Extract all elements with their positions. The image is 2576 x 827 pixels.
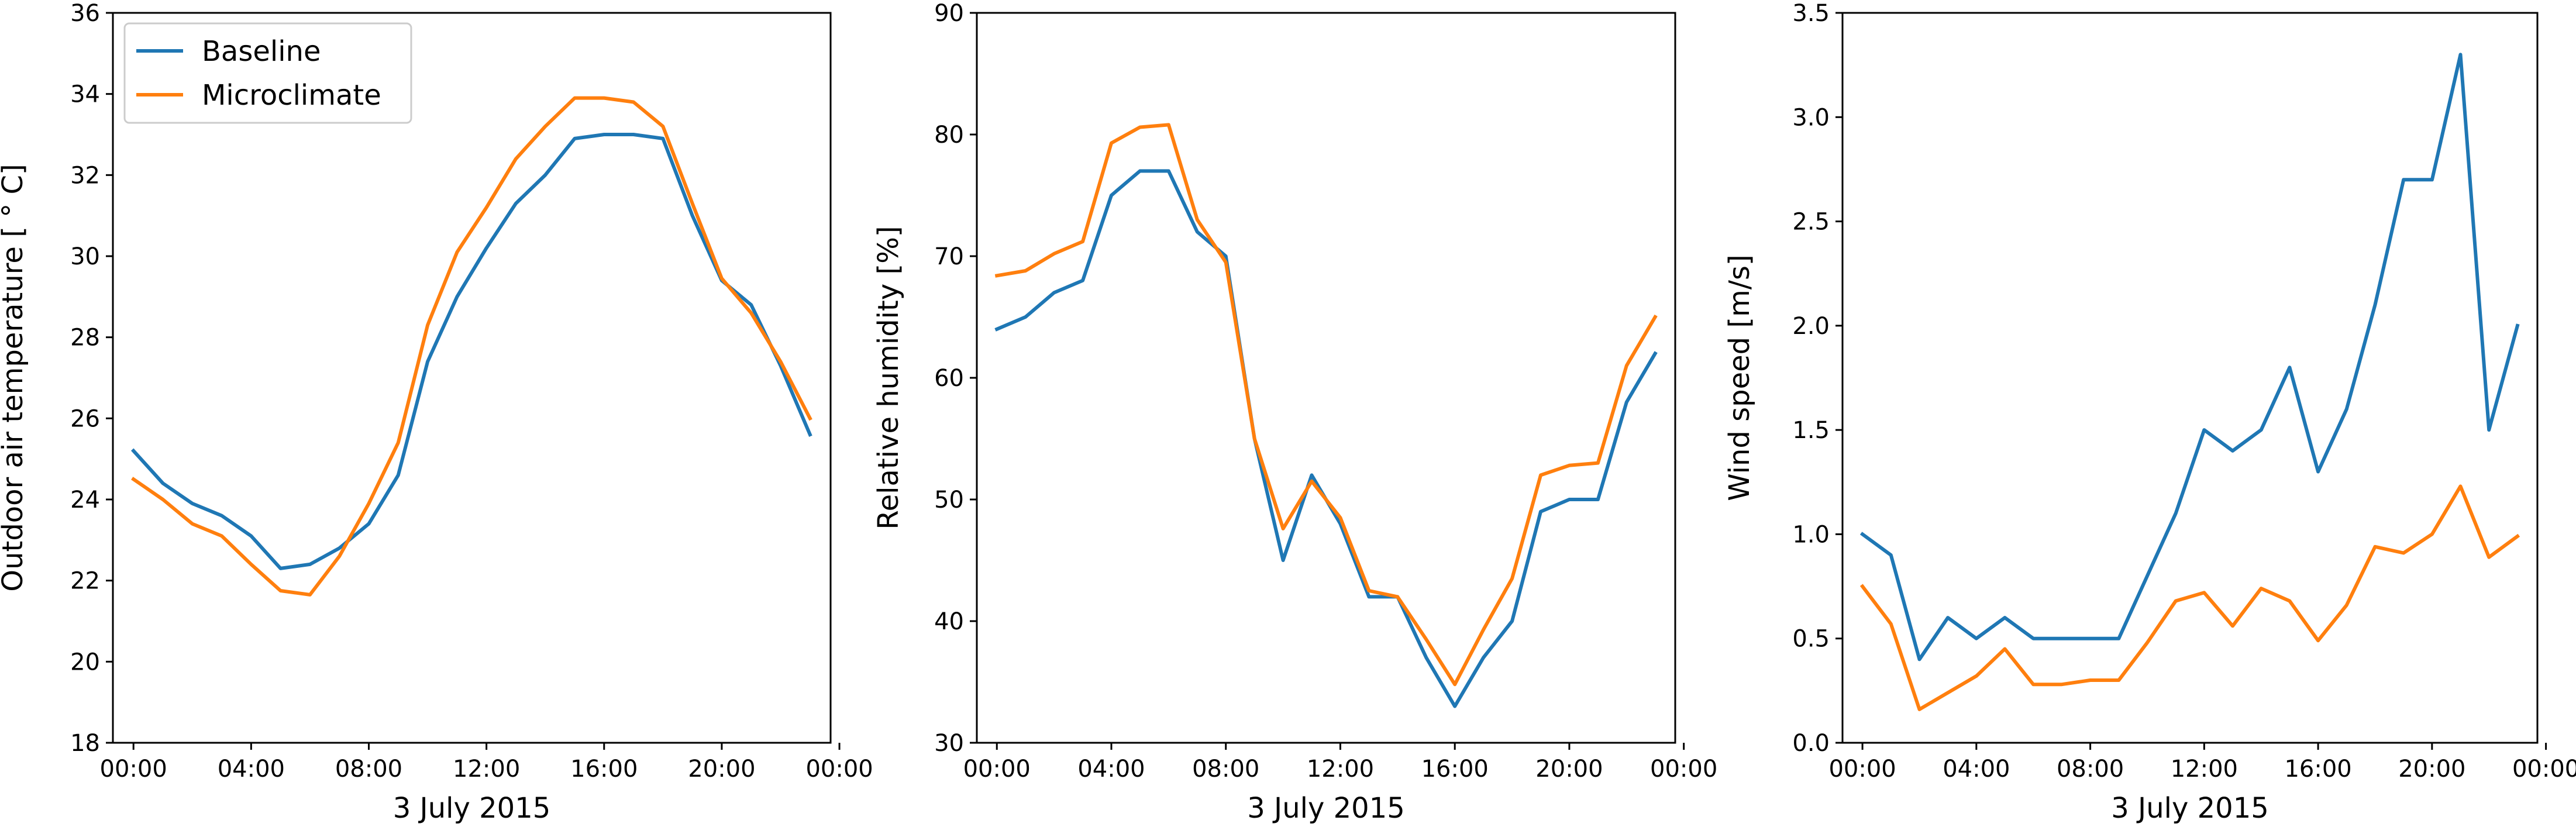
y-tick-label-temperature-6: 30 xyxy=(70,243,100,270)
legend-box xyxy=(123,22,412,124)
y-tick-label-humidity-0: 30 xyxy=(934,730,964,757)
y-tick-label-temperature-1: 20 xyxy=(70,649,100,676)
x-axis-label-humidity: 3 July 2015 xyxy=(1247,792,1405,825)
x-tick-label-wind-speed-5: 20:00 xyxy=(2398,756,2465,783)
x-tick-label-wind-speed-1: 04:00 xyxy=(1943,756,2010,783)
series-line-microclimate-humidity xyxy=(994,123,1658,687)
y-tick-label-humidity-3: 60 xyxy=(934,365,964,392)
plot-area-temperature: 00:00 04:00 08:00 12:00 16:00 20:00 00:0018202… xyxy=(70,0,873,783)
x-tick-label-temperature-0: 00:00 xyxy=(100,756,167,783)
y-axis-label-humidity: Relative humidity [%] xyxy=(872,226,905,529)
x-tick-label-humidity-0: 00:00 xyxy=(963,756,1031,783)
y-tick-label-wind-speed-1: 0.5 xyxy=(1792,626,1830,653)
y-tick-label-humidity-4: 70 xyxy=(934,243,964,270)
x-tick-label-humidity-3: 12:00 xyxy=(1307,756,1374,783)
y-tick-label-temperature-5: 28 xyxy=(70,325,100,352)
y-tick-label-temperature-9: 36 xyxy=(70,0,100,27)
x-tick-label-temperature-5: 20:00 xyxy=(688,756,755,783)
axes-frame-wind-speed xyxy=(1841,12,2539,744)
x-tick-label-wind-speed-3: 12:00 xyxy=(2171,756,2238,783)
y-tick-label-humidity-2: 50 xyxy=(934,487,964,514)
panel-wind-speed: 00:00 04:00 08:00 12:00 16:00 20:00 00:000.00.… xyxy=(1723,0,2576,825)
y-tick-label-wind-speed-2: 1.0 xyxy=(1792,521,1830,548)
series-line-microclimate-wind-speed xyxy=(1859,484,2520,711)
x-axis-label-temperature: 3 July 2015 xyxy=(393,792,551,825)
x-tick-label-wind-speed-0: 00:00 xyxy=(1828,756,1896,783)
axes-frame-humidity xyxy=(976,12,1676,744)
y-tick-label-humidity-6: 90 xyxy=(934,0,964,27)
y-tick-label-humidity-1: 40 xyxy=(934,608,964,635)
y-tick-label-temperature-2: 22 xyxy=(70,568,100,595)
y-tick-label-wind-speed-0: 0.0 xyxy=(1792,730,1830,757)
y-tick-label-temperature-8: 34 xyxy=(70,81,100,108)
y-tick-label-humidity-5: 80 xyxy=(934,122,964,149)
plot-area-humidity: 00:00 04:00 08:00 12:00 16:00 20:00 00:0030405… xyxy=(934,0,1717,783)
x-tick-label-humidity-4: 16:00 xyxy=(1421,756,1489,783)
y-tick-label-temperature-7: 32 xyxy=(70,162,100,189)
x-tick-label-wind-speed-2: 08:00 xyxy=(2057,756,2124,783)
x-tick-label-humidity-6: 00:00 xyxy=(1650,756,1717,783)
x-tick-label-humidity-2: 08:00 xyxy=(1192,756,1259,783)
y-tick-label-temperature-3: 24 xyxy=(70,487,100,514)
panel-temperature: 00:00 04:00 08:00 12:00 16:00 20:00 00:0018202… xyxy=(0,0,873,825)
plot-area-wind-speed: 00:00 04:00 08:00 12:00 16:00 20:00 00:000.00.… xyxy=(1792,0,2576,783)
y-tick-label-wind-speed-5: 2.5 xyxy=(1792,209,1830,236)
legend-label-baseline: Baseline xyxy=(202,35,321,68)
x-tick-label-temperature-6: 00:00 xyxy=(805,756,873,783)
x-tick-label-temperature-4: 16:00 xyxy=(570,756,638,783)
x-tick-label-temperature-1: 04:00 xyxy=(218,756,285,783)
y-tick-label-wind-speed-7: 3.5 xyxy=(1792,0,1830,27)
panel-humidity: 00:00 04:00 08:00 12:00 16:00 20:00 00:0030405… xyxy=(872,0,1717,825)
legend-label-microclimate: Microclimate xyxy=(202,79,381,112)
legend: Baseline Microclimate xyxy=(123,22,412,124)
y-tick-label-wind-speed-4: 2.0 xyxy=(1792,313,1830,340)
y-axis-label-wind-speed: Wind speed [m/s] xyxy=(1723,254,1756,501)
x-tick-label-wind-speed-6: 00:00 xyxy=(2512,756,2576,783)
y-tick-label-wind-speed-6: 3.0 xyxy=(1792,104,1830,131)
y-tick-label-temperature-4: 26 xyxy=(70,405,100,432)
x-tick-label-temperature-3: 12:00 xyxy=(453,756,520,783)
x-axis-label-wind-speed: 3 July 2015 xyxy=(2111,792,2269,825)
x-tick-label-humidity-5: 20:00 xyxy=(1535,756,1603,783)
series-line-baseline-temperature xyxy=(130,133,812,570)
x-tick-label-temperature-2: 08:00 xyxy=(335,756,402,783)
y-tick-label-wind-speed-3: 1.5 xyxy=(1792,417,1830,444)
x-tick-label-wind-speed-4: 16:00 xyxy=(2284,756,2351,783)
series-line-microclimate-temperature xyxy=(131,96,812,597)
y-axis-label-temperature: Outdoor air temperature [ ° C] xyxy=(0,164,29,591)
y-tick-label-temperature-0: 18 xyxy=(70,730,100,757)
series-line-baseline-wind-speed xyxy=(1859,53,2520,661)
x-tick-label-humidity-1: 04:00 xyxy=(1077,756,1145,783)
series-line-baseline-humidity xyxy=(994,169,1658,708)
axes-frame-temperature xyxy=(112,12,832,744)
